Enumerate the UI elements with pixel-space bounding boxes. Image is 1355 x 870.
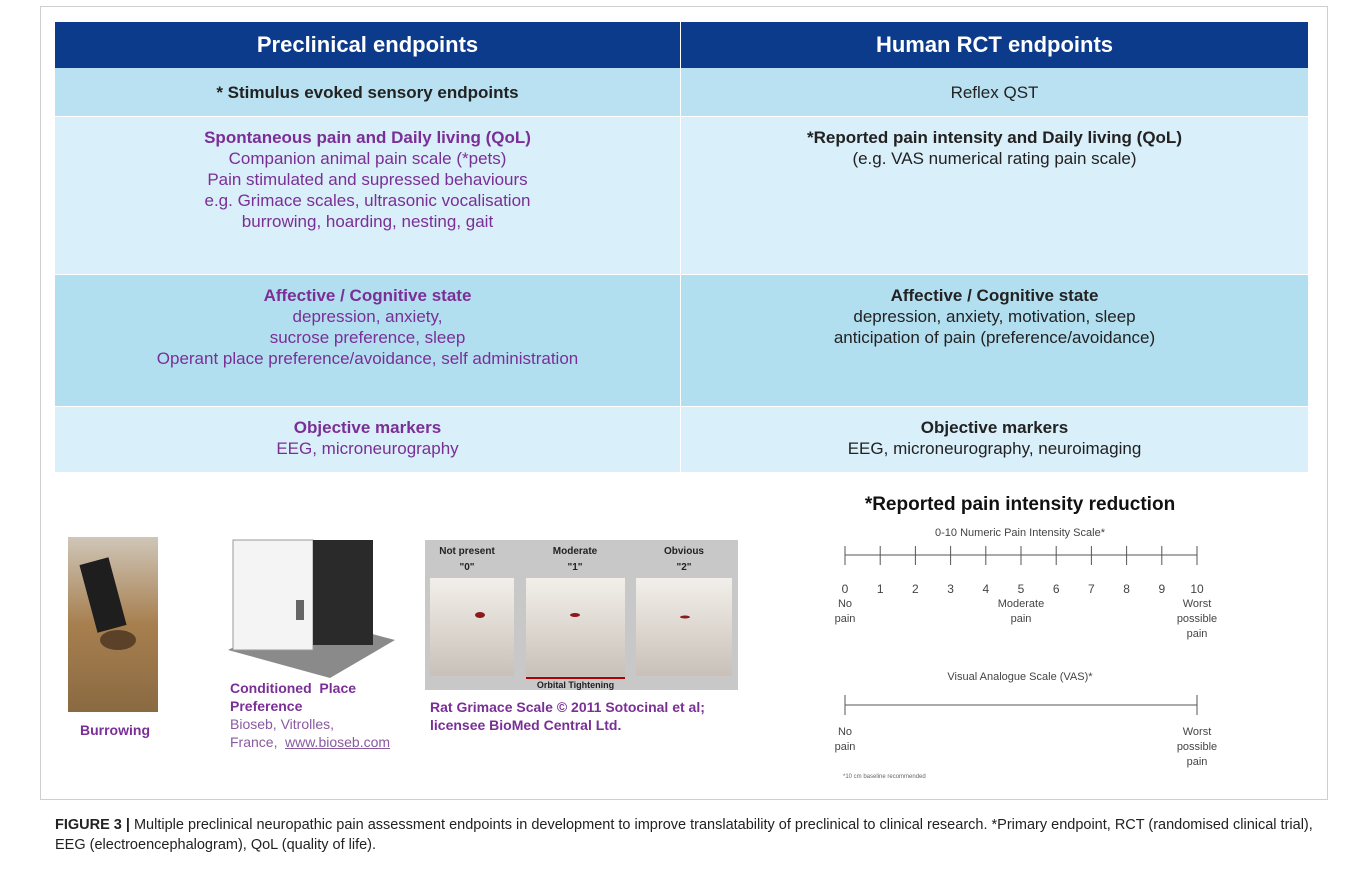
credit-link[interactable]: www.bioseb.com [285, 734, 391, 750]
scale-anchor: pain [834, 613, 856, 625]
vas-anchor: pain [834, 741, 856, 753]
cell-heading: Objective markers [920, 418, 1069, 437]
caption-burrowing: Burrowing [80, 722, 150, 738]
grimace-score: "1" [567, 562, 583, 573]
scale-number: 7 [1088, 582, 1095, 596]
scale-number: 5 [1017, 582, 1025, 596]
table-cell: Affective / Cognitive state depression, a… [681, 275, 1308, 406]
scale-lines [844, 546, 1198, 715]
grimace-label: Obvious [663, 546, 704, 557]
scale-number: 8 [1123, 582, 1130, 596]
scale-anchor: pain [1010, 613, 1032, 625]
cell-heading: Objective markers [293, 418, 442, 437]
scale-anchor: Moderate [997, 598, 1045, 610]
grimace-label: Moderate [552, 546, 598, 557]
figure-frame [40, 6, 1328, 800]
table-header: Preclinical endpoints [55, 22, 680, 68]
vas-title: Visual Analogue Scale (VAS)* [947, 671, 1093, 683]
cell-line: depression, anxiety, motivation, sleep [853, 307, 1136, 326]
cell-line: sucrose preference, sleep [269, 328, 466, 347]
credit-cpp: France, [230, 734, 278, 750]
table-cell: Affective / Cognitive state depression, a… [55, 275, 680, 406]
grimace-scale-photo [425, 540, 738, 690]
table-cell: Reflex QST [681, 68, 1308, 116]
burrowing-photo [68, 537, 158, 712]
scale-number: 6 [1052, 582, 1060, 596]
vas-note: *10 cm baseline recommended [843, 774, 926, 780]
scale-anchor: possible [1176, 613, 1218, 625]
cell-line: e.g. Grimace scales, ultrasonic vocalisa… [204, 191, 531, 210]
cell-heading: Spontaneous pain and Daily living (QoL) [204, 128, 531, 147]
scale-number: 4 [982, 582, 990, 596]
scale-number: 2 [912, 582, 919, 596]
cell-heading: Affective / Cognitive state [890, 286, 1099, 305]
cell-heading: * Stimulus evoked sensory endpoints [216, 83, 519, 102]
scale-number: 0 [841, 582, 849, 596]
grimace-score: "2" [676, 562, 692, 573]
cell-line: (e.g. VAS numerical rating pain scale) [852, 149, 1137, 168]
scale-number: 1 [876, 582, 884, 596]
caption-text: Multiple preclinical neuropathic pain as… [55, 817, 1313, 853]
cell-line: Reflex QST [950, 83, 1039, 102]
vas-anchor: Worst [1182, 726, 1212, 738]
scale-number: 3 [947, 582, 954, 596]
cell-heading: *Reported pain intensity and Daily livin… [807, 128, 1182, 147]
grimace-label: Not present [439, 546, 495, 557]
credit-cpp: Bioseb, Vitrolles, [230, 716, 335, 732]
cell-line: EEG, microneurography, neuroimaging [847, 439, 1142, 458]
scale-number: 10 [1190, 582, 1204, 596]
numeric-title: 0-10 Numeric Pain Intensity Scale* [935, 527, 1105, 539]
table-cell: * Stimulus evoked sensory endpoints [55, 68, 680, 116]
caption-grimace: Rat Grimace Scale © 2011 Sotocinal et al… [430, 699, 705, 715]
cell-line: EEG, microneurography [276, 439, 459, 458]
cell-line: anticipation of pain (preference/avoidan… [833, 328, 1156, 347]
scale-anchor: Worst [1182, 598, 1212, 610]
scale-anchor: pain [1186, 628, 1208, 640]
cell-line: depression, anxiety, [292, 307, 443, 326]
cell-heading: Affective / Cognitive state [263, 286, 472, 305]
vas-anchor: pain [1186, 756, 1208, 768]
table-cell: Objective markers EEG, microneurography, … [681, 407, 1308, 472]
table-header: Human RCT endpoints [681, 22, 1308, 68]
figure-caption: FIGURE 3 | Multiple preclinical neuropath… [55, 815, 1325, 855]
cell-line: Operant place preference/avoidance, self… [156, 349, 579, 368]
table-cell: Objective markers EEG, microneurography [55, 407, 680, 472]
place-preference-photo [228, 539, 395, 678]
table-cell: *Reported pain intensity and Daily livin… [681, 117, 1308, 274]
caption-label: FIGURE 3 | [55, 817, 130, 833]
cell-line: burrowing, hoarding, nesting, gait [241, 212, 494, 231]
grimace-note: Orbital Tightening [536, 680, 615, 690]
vas-anchor: No [837, 726, 853, 738]
caption-cpp: Conditioned Place [230, 680, 357, 696]
cell-line: Companion animal pain scale (*pets) [228, 149, 507, 168]
table-cell: Spontaneous pain and Daily living (QoL) C… [55, 117, 680, 274]
vas-anchor: possible [1176, 741, 1218, 753]
cell-line: Pain stimulated and supressed behaviours [207, 170, 528, 189]
caption-cpp: Preference [230, 698, 303, 714]
grimace-score: "0" [459, 562, 475, 573]
scale-number: 9 [1158, 582, 1166, 596]
scale-title: *Reported pain intensity reduction [864, 494, 1176, 515]
scale-anchor: No [837, 598, 853, 610]
caption-grimace: licensee BioMed Central Ltd. [430, 717, 622, 733]
